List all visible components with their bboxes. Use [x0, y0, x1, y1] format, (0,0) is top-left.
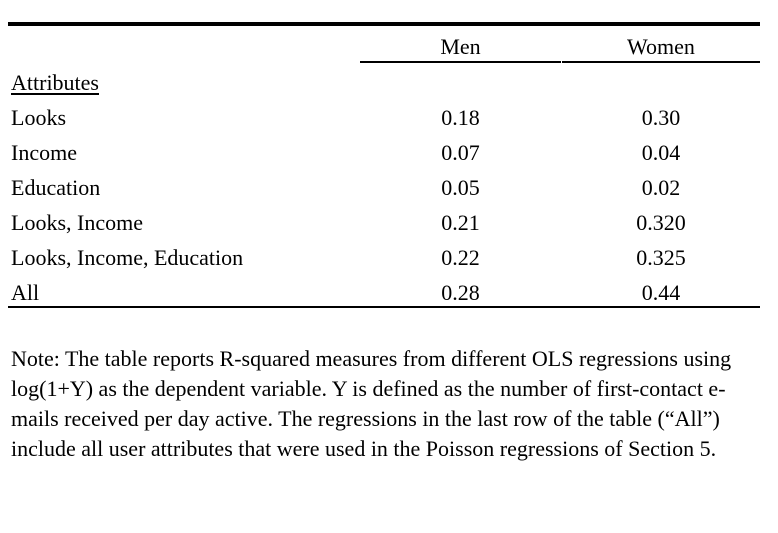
row-value-men: 0.28 [441, 280, 480, 305]
row-attribute: Looks, Income, Education [11, 245, 244, 270]
row-attribute: Looks [11, 105, 66, 130]
column-header-women: Women [627, 34, 695, 59]
table-body: Looks 0.18 0.30 Income 0.07 0.04 Educati… [0, 105, 778, 315]
table-top-rule [8, 22, 760, 26]
table-row: All 0.28 0.44 [0, 280, 778, 315]
column-header-rule-women [562, 61, 760, 63]
table-row: Education 0.05 0.02 [0, 175, 778, 210]
table-note: Note: The table reports R-squared measur… [11, 346, 732, 461]
row-value-women: 0.325 [636, 245, 686, 270]
row-value-men: 0.18 [441, 105, 480, 130]
table-row: Income 0.07 0.04 [0, 140, 778, 175]
table-row: Looks, Income, Education 0.22 0.325 [0, 245, 778, 280]
row-value-women: 0.02 [641, 175, 681, 200]
row-value-men: 0.22 [441, 245, 480, 270]
table-bottom-rule [8, 306, 760, 308]
row-attribute: All [11, 280, 40, 305]
row-value-women: 0.30 [641, 105, 681, 130]
row-attribute: Income [11, 140, 77, 165]
column-header-men: Men [440, 34, 481, 59]
row-attribute: Education [11, 175, 101, 200]
row-value-men: 0.05 [441, 175, 480, 200]
row-value-women: 0.04 [641, 140, 681, 165]
table-row: Looks, Income 0.21 0.320 [0, 210, 778, 245]
row-value-men: 0.21 [441, 210, 480, 235]
row-attribute: Looks, Income [11, 210, 143, 235]
row-value-men: 0.07 [441, 140, 480, 165]
attributes-section-label: Attributes [11, 70, 99, 95]
table-row: Looks 0.18 0.30 [0, 105, 778, 140]
row-value-women: 0.44 [641, 280, 681, 305]
column-header-rule-men [360, 61, 561, 63]
row-value-women: 0.320 [636, 210, 686, 235]
